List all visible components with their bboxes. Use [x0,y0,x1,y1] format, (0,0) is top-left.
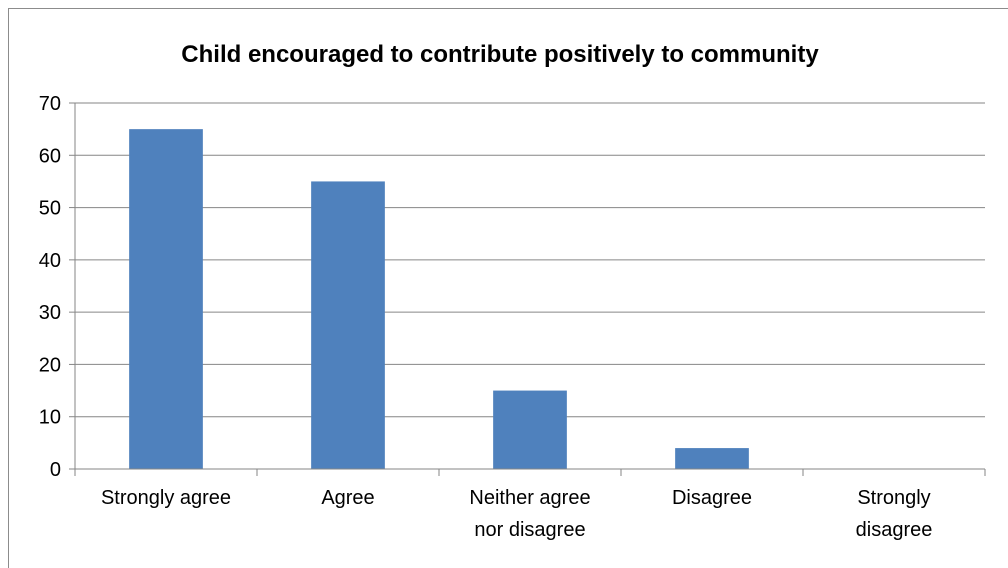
x-tick-label: Strongly agree [101,487,231,509]
y-axis: 0 10 20 30 40 50 60 70 [39,93,76,481]
y-tick-label: 0 [50,459,61,481]
bar-disagree [675,448,749,469]
y-tick-label: 60 [39,145,61,167]
y-tick-label: 20 [39,354,61,376]
y-tick-label: 40 [39,250,61,272]
x-tick-label: Strongly disagree [856,487,933,541]
bar-neither-agree-nor-disagree [493,390,567,469]
gridlines [75,102,985,418]
bar-agree [311,181,385,469]
x-axis: Strongly agree Agree Neither agree nor disa… [74,468,986,541]
x-tick-label: Neither agree nor disagree [469,487,590,541]
x-tick-label: Agree [321,487,374,509]
y-tick-label: 50 [39,198,61,220]
y-tick-label: 30 [39,302,61,324]
bars [129,129,749,469]
y-tick-label: 10 [39,407,61,429]
x-tick-label: Disagree [672,487,752,509]
chart-frame [8,8,1008,568]
chart-title: Child encouraged to contribute positivel… [181,41,819,68]
bar-strongly-agree [129,129,203,469]
y-tick-label: 70 [39,93,61,115]
